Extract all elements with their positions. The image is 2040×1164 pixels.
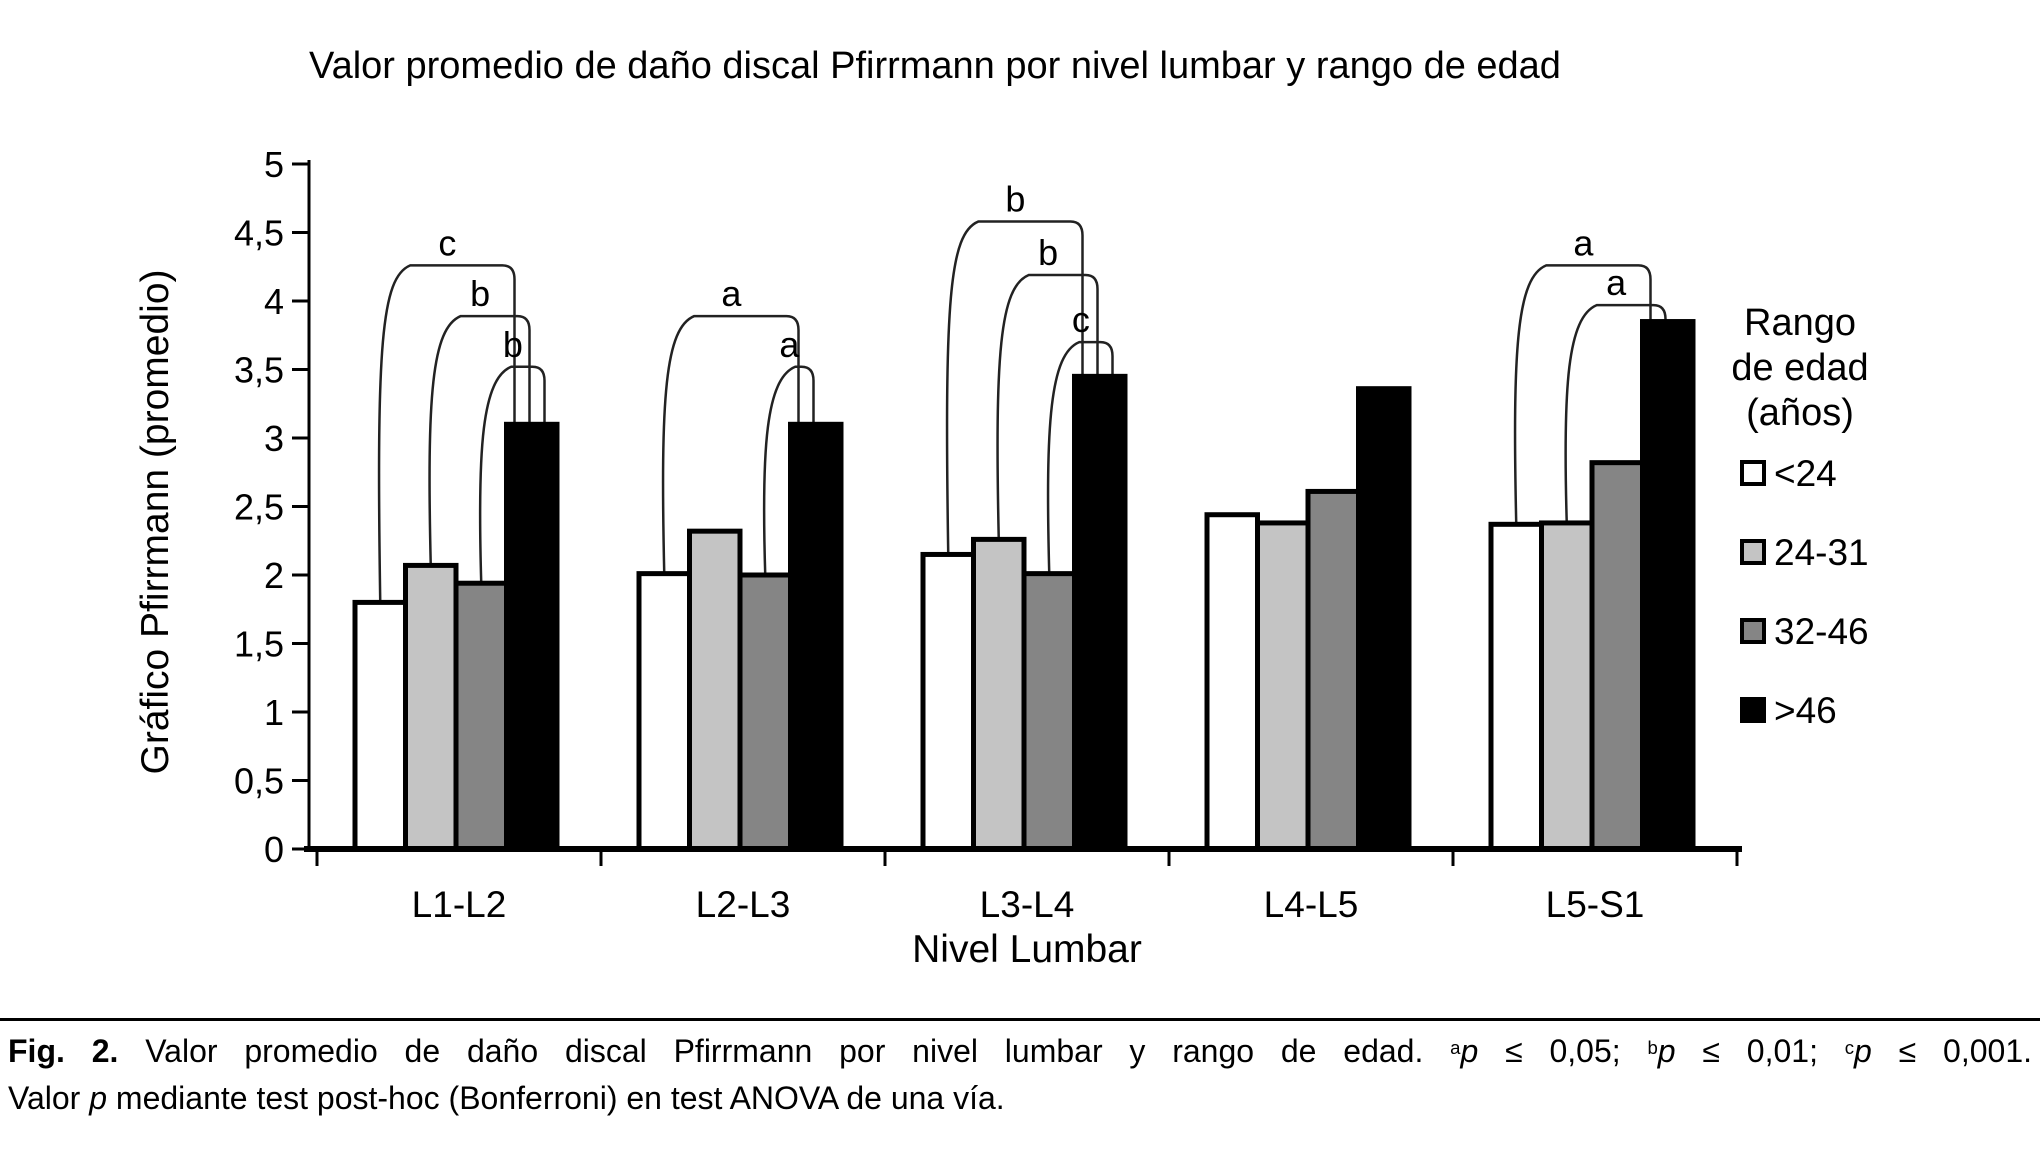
significance-label: a	[721, 273, 742, 314]
bar-L4-L5-32-46	[1305, 488, 1361, 852]
y-tick-label: 3,5	[234, 350, 284, 391]
legend-title-line: Rango	[1744, 302, 1856, 344]
chart-title: Valor promedio de daño discal Pfirrmann …	[309, 45, 1561, 87]
caption-line: Valor p mediante test post-hoc (Bonferro…	[8, 1077, 2032, 1120]
bar-L3-L4-<24	[920, 551, 976, 852]
legend: <24 24-31 32-46 >46	[1740, 453, 1869, 731]
bar-L1-L2->46	[504, 421, 560, 852]
significance-label: b	[503, 324, 523, 365]
y-tick-label: 2,5	[234, 487, 284, 528]
legend-label-<24: <24	[1774, 453, 1837, 494]
bar-L1-L2-<24	[352, 599, 408, 852]
significance-bracket	[1046, 340, 1114, 574]
caption-divider	[0, 1018, 2040, 1021]
significance-label: a	[779, 324, 800, 365]
bar-L2-L3-<24	[636, 571, 692, 852]
caption-text: Valor	[8, 1080, 90, 1116]
caption-text: p	[1657, 1033, 1676, 1069]
x-axis-title: Nivel Lumbar	[912, 928, 1142, 971]
bar-L3-L4-24-31	[971, 536, 1027, 852]
significance-bracket	[1513, 264, 1652, 525]
significance-label: b	[1005, 179, 1025, 220]
significance-bracket	[377, 264, 516, 603]
caption-text: p	[1460, 1033, 1479, 1069]
caption-superscript: a	[1450, 1036, 1461, 1058]
legend-swatch->46	[1740, 697, 1766, 723]
caption-superscript: c	[1844, 1036, 1855, 1058]
significance-label: c	[1072, 299, 1090, 340]
x-category-label: L3-L4	[980, 884, 1075, 925]
bar-L3-L4->46	[1072, 373, 1128, 852]
caption-text: p	[89, 1080, 108, 1116]
caption-text: ≤ 0,01;	[1675, 1033, 1845, 1069]
significance-label: b	[1038, 232, 1058, 273]
bar-L4-L5->46	[1356, 386, 1412, 852]
bar-L5-S1-24-31	[1539, 520, 1595, 852]
bar-L5-S1-<24	[1488, 521, 1544, 852]
significance-bracket	[996, 273, 1099, 540]
significance-bracket	[762, 365, 815, 576]
legend-swatch-<24	[1740, 460, 1766, 486]
bar-L4-L5-<24	[1204, 512, 1260, 852]
caption-text: ≤ 0,05;	[1478, 1033, 1648, 1069]
y-tick-label: 5	[264, 144, 284, 185]
legend-label-32-46: 32-46	[1774, 611, 1869, 652]
significance-bracket	[945, 220, 1084, 555]
caption-superscript: b	[1647, 1036, 1658, 1058]
caption-text: p	[1854, 1033, 1872, 1069]
y-tick-label: 0	[264, 829, 284, 870]
significance-bracket	[661, 314, 800, 574]
y-axis-title: Gráfico Pfirrmann (promedio)	[134, 270, 177, 775]
x-category-label: L1-L2	[412, 884, 507, 925]
bar-L3-L4-32-46	[1021, 571, 1077, 852]
bar-L2-L3-24-31	[687, 528, 743, 852]
caption-text: mediante test post-hoc (Bonferroni) en t…	[107, 1080, 1005, 1116]
legend-label->46: >46	[1774, 690, 1837, 731]
legend-title-line: de edad	[1731, 347, 1868, 389]
legend-swatch-32-46	[1740, 618, 1766, 644]
figure-caption: Fig. 2. Valor promedio de daño discal Pf…	[8, 1030, 2032, 1120]
significance-label: a	[1606, 262, 1627, 303]
significance-bracket	[428, 314, 531, 566]
caption-text: Fig. 2.	[8, 1033, 119, 1069]
significance-bracket	[1564, 303, 1667, 523]
bar-L2-L3->46	[788, 421, 844, 852]
y-tick-label: 1	[264, 692, 284, 733]
legend-swatch-24-31	[1740, 539, 1766, 565]
significance-label: b	[470, 273, 490, 314]
x-category-label: L4-L5	[1264, 884, 1359, 925]
y-tick-label: 2	[264, 555, 284, 596]
bar-L1-L2-32-46	[453, 580, 509, 852]
y-tick-label: 3	[264, 418, 284, 459]
significance-label: a	[1573, 222, 1594, 263]
legend-title-line: (años)	[1746, 392, 1854, 434]
bar-L1-L2-24-31	[403, 562, 459, 852]
caption-text: ≤ 0,001.	[1871, 1033, 2032, 1069]
legend-title: Rango de edad (años)	[1731, 302, 1868, 434]
y-tick-label: 1,5	[234, 624, 284, 665]
x-category-label: L2-L3	[696, 884, 791, 925]
caption-line: Fig. 2. Valor promedio de daño discal Pf…	[8, 1030, 2032, 1077]
x-category-label: L5-S1	[1546, 884, 1645, 925]
bar-L5-S1->46	[1640, 319, 1696, 852]
bar-L2-L3-32-46	[737, 572, 793, 852]
y-tick-label: 4,5	[234, 213, 284, 254]
caption-text: Valor promedio de daño discal Pfirrmann …	[118, 1033, 1451, 1069]
significance-bracket	[478, 365, 546, 584]
significance-label: c	[438, 222, 456, 263]
y-tick-label: 4	[264, 281, 284, 322]
legend-label-24-31: 24-31	[1774, 532, 1869, 573]
pfirrmann-chart: Valor promedio de daño discal Pfirrmann …	[134, 45, 1869, 971]
bar-L5-S1-32-46	[1589, 460, 1645, 852]
y-tick-label: 0,5	[234, 761, 284, 802]
bar-L4-L5-24-31	[1255, 520, 1311, 852]
